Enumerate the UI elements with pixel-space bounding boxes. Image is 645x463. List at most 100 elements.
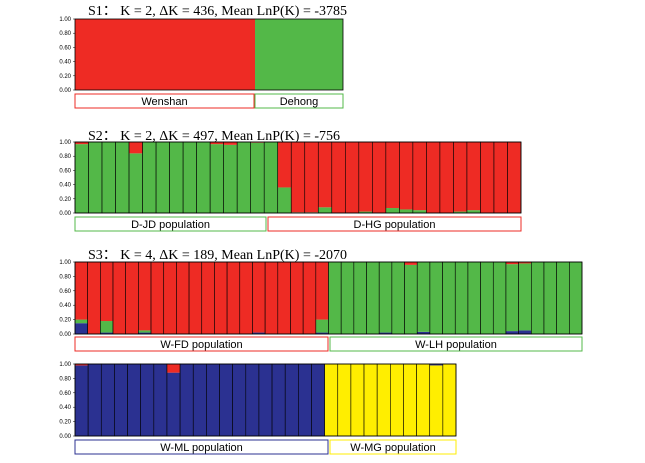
bar-segment-blue [101,364,115,436]
bar-segment-blue [166,372,181,436]
population-label: W-ML population [160,442,243,454]
bar-segment-green [156,142,170,213]
bar-segment-blue [258,364,273,436]
y-tick-label: 0.80 [59,274,71,280]
bar-segment-green [442,262,456,334]
y-tick-label: 0.80 [59,376,71,382]
bar-segment-blue [140,364,154,436]
bar-segment-green [518,263,532,331]
bar-segment-blue [311,364,325,436]
bar-segment-red [277,262,291,334]
bar-segment-red [507,142,521,213]
panel-s1: S1： K = 2, ΔK = 436, Mean LnP(K) = -3785… [59,4,347,109]
bar-segment-red [138,262,152,331]
bar-segment-blue [245,364,259,436]
bar-segment-red [426,142,440,213]
bar-segment-green [480,262,494,334]
y-tick-label: 0.60 [59,391,71,397]
y-tick-label: 0.80 [59,154,71,160]
bar-segment-green [453,211,467,213]
bar-segment-green [543,262,557,334]
bar-segment-green [315,319,329,333]
bar-segment-yellow [350,364,365,436]
bar-segment-green [358,211,373,213]
bar-segment-red [239,262,253,334]
bar-segment-blue [114,364,128,436]
bar-segment-red [252,262,266,333]
bar-segment-green [138,330,152,333]
chart-title: S2： K = 2, ΔK = 497, Mean LnP(K) = -756 [88,129,340,144]
bar-segment-green [429,262,443,334]
bar-segment-red [113,262,126,334]
bar-segment-blue [75,323,88,334]
chart-title: S1： K = 2, ΔK = 436, Mean LnP(K) = -3785 [88,4,347,19]
bar-segment-green [210,144,224,213]
bar-segment-blue [285,364,299,436]
bar-segment-red [75,262,88,320]
bar-segment-blue [219,364,233,436]
y-tick-label: 0.40 [59,303,71,309]
y-tick-label: 0.00 [59,332,71,338]
bar-segment-red [163,262,177,334]
y-tick-label: 0.20 [59,420,71,426]
y-tick-label: 1.00 [59,260,71,266]
bar-segment-green [556,262,570,334]
bar-segment-blue [206,364,220,436]
bar-segment-red [505,262,519,265]
bar-segment-red [412,142,427,211]
bar-segment-red [189,262,202,334]
y-tick-label: 0.40 [59,405,71,411]
population-label: D-JD population [131,219,210,231]
bar-segment-green [88,142,103,213]
bar-segment-red [480,142,494,213]
chart-title: S3： K = 4, ΔK = 189, Mean LnP(K) = -2070 [88,248,347,263]
y-tick-label: 0.60 [59,168,71,174]
plot-frame [74,363,457,437]
bar-segment-red [358,142,373,212]
bar-segment-red [372,142,386,213]
bar-segment-red [210,142,224,145]
bar-segment-red [87,262,101,334]
population-label: D-HG population [354,219,436,231]
bar-segment-green [466,210,481,213]
bar-segment-red [304,142,319,213]
bar-segment-yellow [324,364,338,436]
bar-segment-green [264,142,278,213]
population-box [267,216,522,232]
bar-segment-green [412,210,427,213]
bar-segment-green [417,262,430,332]
y-tick-label: 0.40 [59,60,71,66]
bar-segment-red [331,142,346,213]
bar-segment-red [318,142,332,208]
population-box [74,439,329,455]
bar-segment-red [100,262,114,322]
bar-segment-green [277,187,292,213]
bar-segment-green [531,262,544,334]
bar-segment-green [115,142,130,213]
bar-segment-green [493,262,506,334]
bar-segment-green [404,264,418,334]
bar-segment-green [223,144,238,213]
bar-segment-red [404,262,418,265]
bar-segment-green [366,262,380,334]
bar-segment-blue [505,331,519,334]
population-box [74,93,255,109]
y-tick-label: 0.20 [59,318,71,324]
y-tick-label: 0.20 [59,197,71,203]
plot-frame [74,141,522,214]
bar-segment-red [518,262,532,264]
bar-segment-red [399,142,413,210]
population-label: W-LH population [415,339,497,351]
bar-segment-green [385,208,400,213]
bar-segment-green [455,262,468,334]
bar-segment-blue [127,364,141,436]
bar-segment-green [100,321,114,333]
bar-segment-blue [429,364,443,366]
bar-segment-green [250,142,265,213]
bar-segment-green [569,262,582,334]
bar-segment-yellow [377,364,391,436]
bar-segment-red [223,142,238,145]
bar-segment-blue [298,364,312,436]
bar-segment-red [214,262,228,334]
